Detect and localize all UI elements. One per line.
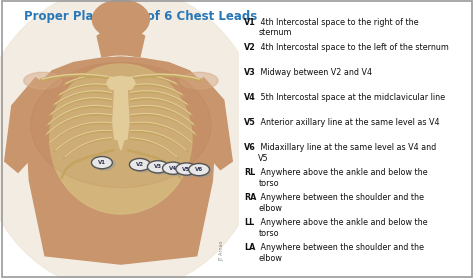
Circle shape [147, 161, 168, 173]
Text: V2: V2 [136, 162, 144, 167]
FancyBboxPatch shape [5, 8, 239, 275]
Circle shape [178, 164, 199, 177]
Text: LL: LL [244, 218, 255, 227]
Ellipse shape [50, 64, 192, 214]
Circle shape [176, 163, 197, 175]
Polygon shape [26, 57, 216, 264]
Text: V1: V1 [244, 18, 256, 27]
Text: 5th Intercostal space at the midclavicular line: 5th Intercostal space at the midclavicul… [258, 93, 446, 102]
Ellipse shape [180, 72, 218, 89]
Text: Anywhere above the ankle and below the
torso: Anywhere above the ankle and below the t… [258, 218, 428, 238]
Text: V5: V5 [244, 118, 256, 127]
Text: Proper Placement of 6 Chest Leads: Proper Placement of 6 Chest Leads [24, 10, 257, 23]
Text: 4th Intercostal space to the left of the sternum: 4th Intercostal space to the left of the… [258, 43, 449, 52]
Polygon shape [5, 78, 52, 172]
Text: V4: V4 [244, 93, 256, 102]
Text: Anywhere between the shoulder and the
elbow: Anywhere between the shoulder and the el… [258, 193, 424, 213]
Circle shape [132, 160, 153, 172]
Circle shape [163, 162, 183, 174]
Text: Anywhere above the ankle and below the
torso: Anywhere above the ankle and below the t… [258, 168, 428, 188]
Text: V6: V6 [195, 167, 203, 172]
Polygon shape [107, 76, 135, 90]
Polygon shape [113, 88, 129, 140]
Text: V1: V1 [98, 160, 106, 165]
Text: V6: V6 [244, 143, 256, 152]
Circle shape [129, 158, 150, 171]
Circle shape [91, 157, 112, 169]
Text: RL: RL [244, 168, 255, 177]
Text: V3: V3 [154, 164, 162, 169]
Ellipse shape [92, 0, 149, 39]
FancyBboxPatch shape [239, 8, 469, 275]
Ellipse shape [31, 63, 211, 188]
Circle shape [191, 165, 212, 177]
Text: LA: LA [244, 243, 255, 252]
Circle shape [150, 162, 171, 174]
Text: RA: RA [244, 193, 256, 202]
Ellipse shape [0, 0, 263, 278]
Circle shape [165, 163, 186, 176]
Text: V4: V4 [169, 166, 177, 171]
Text: V2: V2 [244, 43, 256, 52]
Polygon shape [97, 24, 145, 57]
Text: Anterior axillary line at the same level as V4: Anterior axillary line at the same level… [258, 118, 440, 127]
Polygon shape [190, 78, 232, 170]
Polygon shape [118, 138, 124, 150]
Text: 4th Intercostal space to the right of the
sternum: 4th Intercostal space to the right of th… [258, 18, 419, 38]
Circle shape [189, 163, 210, 176]
Text: V3: V3 [244, 68, 256, 77]
Text: Midway between V2 and V4: Midway between V2 and V4 [258, 68, 373, 77]
Text: JT Arnao: JT Arnao [219, 241, 224, 261]
Ellipse shape [24, 72, 62, 89]
Text: V5: V5 [182, 167, 191, 172]
Text: Anywhere between the shoulder and the
elbow: Anywhere between the shoulder and the el… [258, 243, 424, 263]
Text: Midaxillary line at the same level as V4 and
V5: Midaxillary line at the same level as V4… [258, 143, 437, 163]
Circle shape [94, 158, 115, 170]
